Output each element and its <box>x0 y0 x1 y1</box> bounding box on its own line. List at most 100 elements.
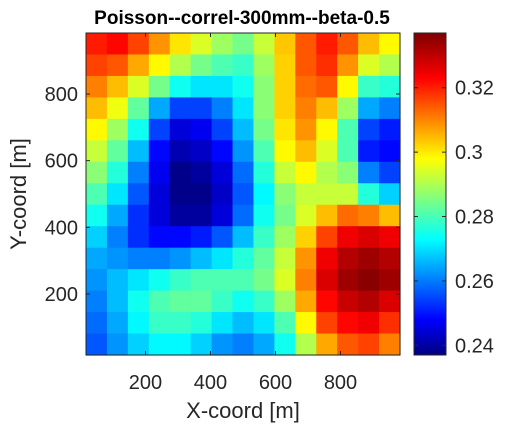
heatmap-cell <box>274 204 296 227</box>
heatmap-cell <box>86 333 108 356</box>
heatmap-cell <box>337 269 359 292</box>
heatmap-cell <box>316 183 338 206</box>
heatmap-cell <box>86 290 108 313</box>
heatmap-cell <box>86 140 108 163</box>
heatmap-cell <box>316 269 338 292</box>
heatmap-cell <box>211 226 234 249</box>
heatmap-cell <box>190 54 213 77</box>
heatmap-cell <box>253 183 275 206</box>
colorbar <box>413 32 447 356</box>
heatmap-cell <box>127 247 150 270</box>
heatmap-cell <box>274 226 296 249</box>
heatmap-cell <box>295 140 317 163</box>
heatmap-cell <box>316 75 338 98</box>
heatmap-cell <box>148 33 171 56</box>
heatmap-cell <box>86 226 108 249</box>
heatmap-cell <box>86 269 108 292</box>
heatmap-cell <box>232 140 255 163</box>
heatmap-cell <box>316 204 338 227</box>
heatmap-cell <box>127 54 150 77</box>
heatmap-cell <box>274 140 296 163</box>
heatmap-cell <box>379 333 401 356</box>
heatmap-cell <box>169 75 192 98</box>
heatmap-cell <box>337 75 359 98</box>
heatmap-cell <box>274 33 296 56</box>
heatmap-cell <box>379 33 401 56</box>
heatmap-cell <box>127 118 150 141</box>
heatmap-cell <box>379 269 401 292</box>
heatmap-cell <box>358 204 380 227</box>
heatmap-cell <box>86 75 108 98</box>
heatmap-cell <box>379 140 401 163</box>
heatmap-cell <box>379 54 401 77</box>
heatmap-cell <box>106 312 129 335</box>
heatmap-cell <box>148 226 171 249</box>
heatmap-cell <box>337 290 359 313</box>
heatmap-cell <box>148 269 171 292</box>
heatmap-cell <box>190 33 213 56</box>
heatmap-cell <box>358 333 380 356</box>
heatmap-cell <box>211 140 234 163</box>
colorbar-tick-label: 0.26 <box>455 271 494 293</box>
heatmap-cell <box>127 333 150 356</box>
heatmap-cell <box>274 54 296 77</box>
heatmap-cell <box>232 33 255 56</box>
heatmap-cell <box>358 183 380 206</box>
heatmap-cell <box>379 204 401 227</box>
heatmap-cell <box>337 161 359 184</box>
heatmap-cell <box>253 247 275 270</box>
heatmap-cell <box>148 54 171 77</box>
heatmap-cell <box>295 204 317 227</box>
heatmap-cell <box>358 33 380 56</box>
heatmap-cell <box>86 33 108 56</box>
heatmap-cell <box>295 54 317 77</box>
heatmap-cell <box>337 97 359 120</box>
heatmap-cell <box>86 118 108 141</box>
heatmap-cell <box>211 33 234 56</box>
heatmap-cell <box>379 247 401 270</box>
heatmap-cell <box>106 269 129 292</box>
heatmap-cell <box>106 97 129 120</box>
heatmap-cell <box>316 247 338 270</box>
heatmap-cell <box>148 97 171 120</box>
heatmap-cell <box>86 54 108 77</box>
y-axis-label: Y-coord [m] <box>6 138 31 250</box>
heatmap-cell <box>295 97 317 120</box>
heatmap-cell <box>232 204 255 227</box>
heatmap-cell <box>316 312 338 335</box>
heatmap-cell <box>106 118 129 141</box>
heatmap-cell <box>211 118 234 141</box>
heatmap-cell <box>169 118 192 141</box>
colorbar-tick-label: 0.32 <box>455 78 494 100</box>
heatmap-cell <box>127 204 150 227</box>
heatmap-cell <box>169 333 192 356</box>
x-tick-label: 400 <box>194 372 227 394</box>
heatmap-cell <box>211 97 234 120</box>
heatmap-cell <box>295 226 317 249</box>
heatmap-cell <box>379 226 401 249</box>
heatmap-cell <box>106 333 129 356</box>
heatmap-cell <box>169 312 192 335</box>
y-tick-label: 200 <box>45 284 78 306</box>
heatmap-cell <box>211 333 234 356</box>
heatmap-cell <box>295 33 317 56</box>
heatmap-cell <box>274 333 296 356</box>
heatmap-cell <box>358 161 380 184</box>
colorbar-ticks: 0.24 0.26 0.28 0.3 0.32 <box>414 78 494 357</box>
heatmap-cell <box>190 333 213 356</box>
heatmap-cell <box>253 54 275 77</box>
heatmap-cell <box>106 75 129 98</box>
y-axis-ticks: 200 400 600 800 <box>45 84 400 306</box>
heatmap-cell <box>232 97 255 120</box>
heatmap-cell <box>190 161 213 184</box>
heatmap-cell <box>379 183 401 206</box>
heatmap-cell <box>274 118 296 141</box>
heatmap-cell <box>253 33 275 56</box>
heatmap-cell <box>190 140 213 163</box>
heatmap-cell <box>358 97 380 120</box>
heatmap-cell <box>190 204 213 227</box>
heatmap-cell <box>253 333 275 356</box>
heatmap-cell <box>253 290 275 313</box>
heatmap-cell <box>211 269 234 292</box>
heatmap-cells <box>86 33 401 356</box>
